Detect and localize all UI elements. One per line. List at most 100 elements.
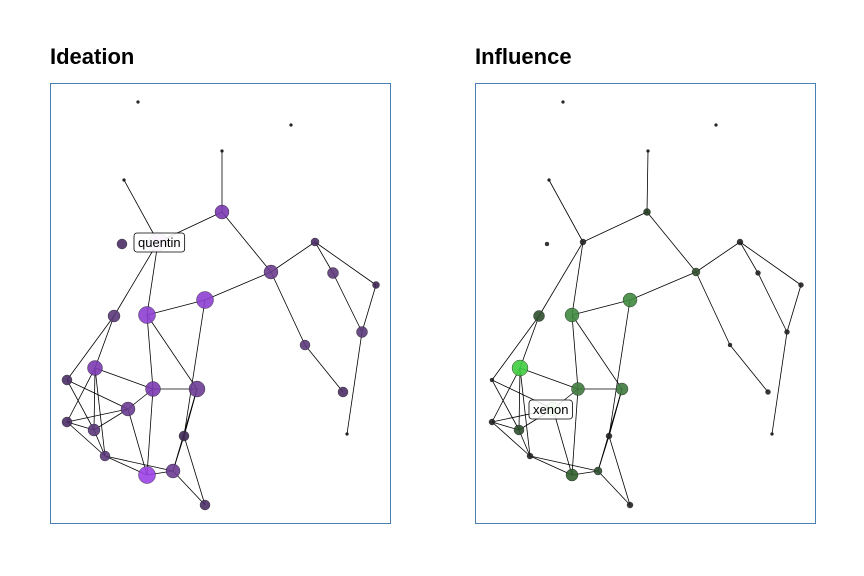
network-node[interactable] bbox=[107, 309, 121, 323]
network-edge bbox=[127, 408, 148, 476]
network-node[interactable] bbox=[765, 389, 771, 395]
network-node[interactable] bbox=[337, 386, 349, 398]
network-node[interactable] bbox=[136, 100, 140, 104]
network-edge bbox=[571, 241, 584, 316]
network-node[interactable] bbox=[488, 418, 496, 426]
node-tooltip: quentin bbox=[133, 232, 186, 253]
network-edge bbox=[66, 408, 129, 423]
network-edge bbox=[332, 272, 363, 333]
network-node[interactable] bbox=[511, 359, 529, 377]
network-node[interactable] bbox=[561, 100, 565, 104]
network-node[interactable] bbox=[770, 432, 774, 436]
network-edge bbox=[552, 408, 573, 476]
network-node[interactable] bbox=[99, 450, 111, 462]
network-panel-influence[interactable]: xenon bbox=[475, 83, 816, 524]
network-edge bbox=[491, 315, 540, 381]
panel-title-influence: Influence bbox=[475, 44, 572, 69]
network-node[interactable] bbox=[579, 238, 587, 246]
network-graph-ideation[interactable]: quentin bbox=[51, 84, 392, 525]
network-edge bbox=[571, 314, 623, 390]
network-node[interactable] bbox=[188, 380, 206, 398]
network-node[interactable] bbox=[564, 307, 580, 323]
tooltip-label: quentin bbox=[138, 235, 181, 250]
network-node[interactable] bbox=[565, 468, 579, 482]
network-node[interactable] bbox=[526, 452, 534, 460]
network-edge bbox=[66, 379, 129, 410]
network-node[interactable] bbox=[61, 374, 73, 386]
network-node[interactable] bbox=[87, 360, 103, 376]
network-node[interactable] bbox=[138, 466, 156, 484]
network-node[interactable] bbox=[615, 382, 629, 396]
network-node[interactable] bbox=[533, 310, 545, 322]
network-node[interactable] bbox=[165, 463, 181, 479]
nodes-layer bbox=[61, 100, 380, 511]
network-edge bbox=[94, 367, 154, 390]
network-edge bbox=[204, 271, 272, 301]
network-node[interactable] bbox=[138, 306, 156, 324]
network-node[interactable] bbox=[571, 382, 585, 396]
network-edge bbox=[270, 271, 306, 346]
network-edge bbox=[172, 470, 206, 506]
network-node[interactable] bbox=[327, 267, 339, 279]
network-node[interactable] bbox=[605, 432, 613, 440]
network-edge bbox=[771, 331, 788, 435]
network-node[interactable] bbox=[593, 466, 603, 476]
network-node[interactable] bbox=[122, 178, 126, 182]
network-node[interactable] bbox=[214, 204, 230, 220]
network-edge bbox=[270, 241, 316, 273]
network-node[interactable] bbox=[798, 282, 804, 288]
network-node[interactable] bbox=[544, 241, 550, 247]
network-node[interactable] bbox=[199, 499, 211, 511]
network-edge bbox=[529, 455, 599, 472]
network-node[interactable] bbox=[120, 401, 136, 417]
network-edge bbox=[597, 388, 623, 472]
tooltip-label: xenon bbox=[533, 402, 568, 417]
network-edge bbox=[94, 315, 115, 369]
network-node[interactable] bbox=[220, 149, 224, 153]
network-edge bbox=[146, 314, 154, 390]
network-node[interactable] bbox=[691, 267, 701, 277]
network-edge bbox=[146, 314, 198, 390]
network-node[interactable] bbox=[356, 326, 368, 338]
network-node[interactable] bbox=[299, 339, 311, 351]
network-node[interactable] bbox=[513, 424, 525, 436]
network-node[interactable] bbox=[178, 430, 190, 442]
network-node[interactable] bbox=[310, 237, 320, 247]
network-node[interactable] bbox=[727, 342, 733, 348]
nodes-layer bbox=[488, 100, 804, 509]
network-node[interactable] bbox=[372, 281, 380, 289]
network-node[interactable] bbox=[345, 432, 349, 436]
network-node[interactable] bbox=[116, 238, 128, 250]
network-node[interactable] bbox=[489, 377, 495, 383]
panel-title-ideation: Ideation bbox=[50, 44, 135, 69]
network-edge bbox=[538, 241, 584, 317]
network-node[interactable] bbox=[646, 149, 650, 153]
network-node[interactable] bbox=[196, 291, 214, 309]
network-node[interactable] bbox=[622, 292, 638, 308]
network-edge bbox=[146, 388, 154, 476]
network-panel-ideation[interactable]: quentin bbox=[50, 83, 391, 524]
network-node[interactable] bbox=[145, 381, 161, 397]
network-node[interactable] bbox=[547, 178, 551, 182]
network-node[interactable] bbox=[643, 208, 651, 216]
network-node[interactable] bbox=[61, 416, 73, 428]
network-edge bbox=[172, 388, 198, 472]
network-edge bbox=[646, 211, 697, 273]
network-edge bbox=[314, 241, 334, 274]
network-node[interactable] bbox=[263, 264, 279, 280]
network-edge bbox=[123, 179, 159, 243]
network-edge bbox=[66, 379, 95, 431]
network-node[interactable] bbox=[755, 270, 761, 276]
network-graph-influence[interactable]: xenon bbox=[476, 84, 817, 525]
network-node[interactable] bbox=[626, 501, 634, 509]
network-node[interactable] bbox=[714, 123, 718, 127]
network-node[interactable] bbox=[289, 123, 293, 127]
network-edge bbox=[346, 331, 363, 435]
network-node[interactable] bbox=[736, 238, 744, 246]
network-node[interactable] bbox=[784, 329, 790, 335]
network-edge bbox=[571, 388, 579, 476]
network-edge bbox=[571, 299, 631, 316]
network-node[interactable] bbox=[87, 423, 101, 437]
network-edge bbox=[695, 271, 731, 346]
network-edge bbox=[491, 367, 521, 423]
